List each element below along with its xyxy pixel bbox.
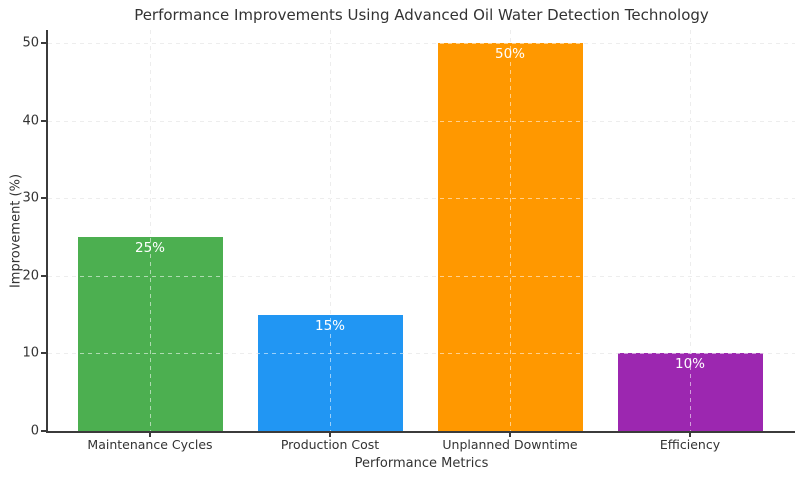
y-tick-label: 20 [22,268,39,284]
y-tick-mark [41,352,46,355]
h-gridline-overlay [48,198,795,200]
plot-area: 25% 15% 50% 10% [48,30,795,431]
x-tick-mark [509,433,511,437]
x-tick-mark [149,433,151,437]
h-gridline-overlay [48,353,795,355]
x-tick-label: Unplanned Downtime [442,437,578,452]
y-tick-mark [41,119,46,122]
x-tick-label: Maintenance Cycles [87,437,213,452]
y-tick-mark [41,274,46,277]
v-gridline-overlay [150,30,151,431]
x-tick-label: Production Cost [280,437,380,452]
h-gridline-overlay [48,43,795,44]
bar-value-label: 10% [618,356,763,372]
y-tick-label: 0 [30,423,39,439]
x-tick-mark [689,433,691,437]
x-axis-title: Performance Metrics [354,456,489,471]
x-axis-spine [46,431,795,433]
v-gridline-overlay [330,30,331,431]
y-tick-mark [41,197,46,200]
y-tick-label: 10 [22,345,39,361]
v-gridline-overlay [510,30,511,431]
h-gridline-overlay [48,275,795,277]
y-tick-mark [41,42,46,44]
y-tick-label: 50 [22,35,39,51]
bar-value-label: 25% [78,240,223,256]
y-tick-label: 40 [22,113,39,129]
bar-value-label: 15% [258,318,403,334]
x-tick-label: Efficiency [659,437,721,452]
y-axis-spine [46,30,48,433]
x-tick-mark [329,433,331,437]
chart-title: Performance Improvements Using Advanced … [134,6,709,24]
y-tick-mark [41,430,46,432]
v-gridline-overlay [690,30,691,431]
y-tick-label: 30 [22,190,39,206]
bar-value-label: 50% [438,46,583,62]
h-gridline-overlay [48,120,795,122]
